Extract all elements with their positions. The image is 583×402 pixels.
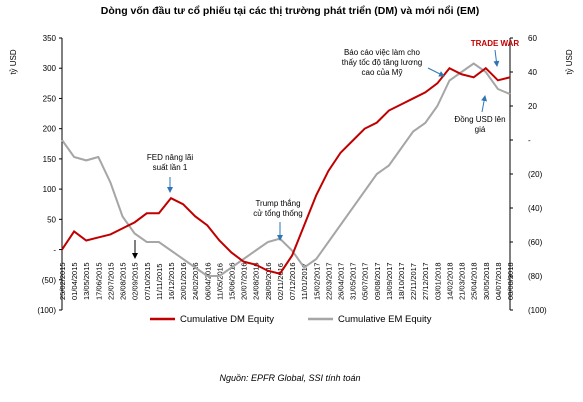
- x-tick-label: 28/09/2016: [264, 262, 273, 300]
- annotation: Trump thắng cử tổng thống: [253, 199, 302, 218]
- y2-tick-label: (100): [528, 306, 547, 315]
- x-tick-label: 22/07/2015: [106, 262, 115, 300]
- x-tick-label: 05/07/2017: [361, 262, 370, 300]
- x-tick-label: 18/10/2017: [397, 262, 406, 300]
- chart-title: Dòng vốn đầu tư cổ phiếu tại các thị trư…: [101, 5, 479, 17]
- legend-label: Cumulative DM Equity: [180, 314, 274, 325]
- source: Nguồn: EPFR Global, SSI tính toán: [219, 373, 360, 383]
- x-tick-label: 26/08/2015: [119, 262, 128, 300]
- arrow: [427, 67, 445, 77]
- y2-tick-label: 60: [528, 34, 537, 43]
- x-tick-label: 08/08/2018: [506, 262, 515, 300]
- series-line: [61, 66, 511, 275]
- y-tick-label: 50: [47, 215, 56, 224]
- x-tick-label: 30/05/2018: [482, 262, 491, 300]
- x-tick-label: 15/06/2016: [228, 262, 237, 300]
- x-tick-label: 02/11/2016: [276, 263, 285, 300]
- arrow: [493, 49, 500, 67]
- x-tick-label: 11/01/2017: [300, 263, 309, 300]
- x-tick-label: 22/11/2017: [409, 263, 418, 300]
- y-tick-label: 250: [43, 94, 57, 103]
- y-tick-label: (100): [37, 306, 56, 315]
- legend-label: Cumulative EM Equity: [338, 314, 432, 325]
- x-tick-label: 07/10/2015: [143, 262, 152, 300]
- x-tick-label: 13/05/2015: [82, 262, 91, 300]
- x-tick-label: 11/11/2015: [155, 264, 164, 300]
- x-tick-label: 06/04/2016: [203, 262, 212, 300]
- x-tick-label: 14/02/2018: [445, 262, 454, 300]
- x-tick-label: 16/12/2015: [167, 262, 176, 300]
- x-tick-label: 21/03/2018: [458, 262, 467, 300]
- x-tick-label: 20/01/2016: [179, 262, 188, 300]
- x-tick-label: 31/05/2017: [349, 262, 358, 300]
- y-axis-label: tỷ USD: [9, 49, 18, 75]
- x-tick-label: 03/01/2018: [433, 262, 442, 300]
- y2-tick-label: (20): [528, 170, 543, 179]
- x-tick-label: 13/09/2017: [385, 262, 394, 300]
- arrow: [481, 95, 488, 113]
- y-tick-label: 150: [43, 155, 57, 164]
- annotation: Báo cáo việc làm cho thấy tốc độ tăng lươ…: [342, 48, 422, 77]
- x-tick-label: 11/05/2016: [215, 263, 224, 300]
- series-line: [61, 62, 511, 277]
- x-tick-label: 24/08/2016: [252, 262, 261, 300]
- x-tick-label: 20/07/2016: [240, 262, 249, 300]
- x-tick-label: 09/08/2017: [373, 262, 382, 300]
- annotation: TRADE WAR: [471, 39, 520, 48]
- x-tick-label: 01/04/2015: [70, 262, 79, 300]
- y-tick-label: 100: [43, 185, 57, 194]
- y2-tick-label: (80): [528, 272, 543, 281]
- y2-tick-label: 40: [528, 68, 537, 77]
- x-tick-label: 02/09/2015: [131, 262, 140, 300]
- y2-tick-label: -: [528, 136, 531, 145]
- y2-tick-label: 20: [528, 102, 537, 111]
- y-tick-label: 350: [43, 34, 57, 43]
- y-tick-label: 200: [43, 125, 57, 134]
- x-tick-label: 17/06/2015: [94, 262, 103, 300]
- y-tick-label: -: [53, 246, 56, 255]
- y2-tick-label: (60): [528, 238, 543, 247]
- x-tick-label: 27/12/2017: [421, 262, 430, 300]
- y-tick-label: (50): [42, 276, 57, 285]
- y2-axis-label: tỷ USD: [565, 49, 574, 75]
- y2-tick-label: (40): [528, 204, 543, 213]
- x-tick-label: 07/12/2016: [288, 262, 297, 300]
- x-tick-label: 24/02/2016: [191, 262, 200, 300]
- y-tick-label: 300: [43, 64, 57, 73]
- x-tick-label: 22/03/2017: [324, 262, 333, 300]
- annotation: FED nâng lãi suất lần 1: [147, 153, 193, 172]
- x-tick-label: 25/02/2015: [58, 262, 67, 300]
- x-tick-label: 25/04/2018: [470, 262, 479, 300]
- annotation: Đồng USD lên giá: [454, 115, 505, 134]
- x-tick-label: 26/04/2017: [336, 262, 345, 300]
- x-tick-label: 15/02/2017: [312, 262, 321, 300]
- x-tick-label: 04/07/2018: [494, 262, 503, 300]
